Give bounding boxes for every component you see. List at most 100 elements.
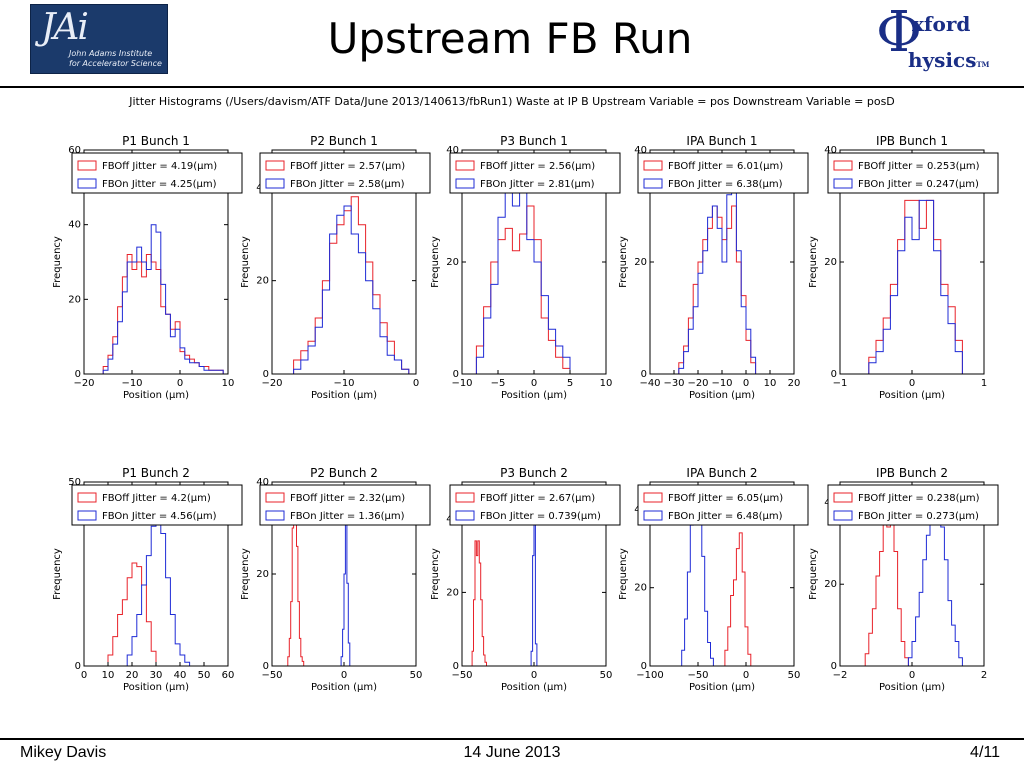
y-tick-label: 40 xyxy=(256,477,269,488)
legend-swatch-fboff xyxy=(455,160,475,171)
x-tick-label: −40 xyxy=(639,378,660,389)
legend-entry: FBOff Jitter = 0.253(μm) xyxy=(858,161,980,172)
x-tick-label: 20 xyxy=(126,670,139,681)
y-axis-label: Frequency xyxy=(618,548,629,600)
x-tick-label: 1 xyxy=(981,378,987,389)
plot-frame xyxy=(83,149,229,375)
x-axis-label: Position (μm) xyxy=(501,682,567,693)
chart-title: P3 Bunch 1 xyxy=(500,134,568,148)
y-axis-label: Frequency xyxy=(808,236,819,288)
x-tick-label: 0 xyxy=(531,670,537,681)
x-axis-label: Position (μm) xyxy=(311,390,377,401)
oxford-logo-physics: hysics xyxy=(908,48,977,72)
y-tick-label: 0 xyxy=(453,369,459,380)
x-axis-label: Position (μm) xyxy=(123,682,189,693)
legend-entry: FBOn Jitter = 0.273(μm) xyxy=(858,511,979,522)
header-divider xyxy=(0,86,1024,88)
chart-title: IPA Bunch 2 xyxy=(686,466,757,480)
x-tick-label: −10 xyxy=(333,378,354,389)
y-tick-label: 20 xyxy=(256,276,269,287)
figure-title: Jitter Histograms (/Users/davism/ATF Dat… xyxy=(129,95,895,108)
legend-box xyxy=(827,152,999,194)
x-tick-label: −50 xyxy=(451,670,472,681)
legend-swatch-fbon xyxy=(833,510,853,521)
legend-swatch-fboff xyxy=(265,160,285,171)
legend-swatch-fbon xyxy=(265,510,285,521)
fboff-histogram-line xyxy=(293,196,410,374)
x-tick-label: 0 xyxy=(743,670,749,681)
legend-swatch-fbon xyxy=(833,178,853,189)
x-axis-label: Position (μm) xyxy=(879,682,945,693)
y-tick-label: 20 xyxy=(256,569,269,580)
legend-box xyxy=(449,484,621,526)
x-tick-label: 50 xyxy=(788,670,801,681)
legend-entry: FBOn Jitter = 4.25(μm) xyxy=(102,179,217,190)
x-tick-label: −50 xyxy=(687,670,708,681)
x-tick-label: 2 xyxy=(981,670,987,681)
y-tick-label: 0 xyxy=(263,661,269,672)
y-tick-label: 40 xyxy=(824,145,837,156)
legend-entry: FBOn Jitter = 2.58(μm) xyxy=(290,179,405,190)
oxford-logo-line1: xford xyxy=(912,12,971,36)
legend-swatch-fbon xyxy=(77,510,97,521)
fbon-histogram-line xyxy=(678,183,757,374)
footer-author: Mikey Davis xyxy=(20,744,107,761)
legend-swatch-fbon xyxy=(265,178,285,189)
chart-title: IPB Bunch 2 xyxy=(876,466,948,480)
fboff-histogram-line xyxy=(678,205,757,374)
histogram-panel: −40 −30 −20 −10 0 10 20 0 20 40 IPA Bunch 1 Positio… xyxy=(618,134,809,401)
legend-swatch-fboff xyxy=(833,492,853,503)
y-tick-label: 40 xyxy=(634,145,647,156)
oxford-logo-tm: TM xyxy=(976,60,990,69)
x-tick-label: 0 xyxy=(81,670,87,681)
legend-entry: FBOff Jitter = 0.238(μm) xyxy=(858,493,980,504)
oxford-logo-line2: hysicsTM xyxy=(908,48,989,72)
x-tick-label: 50 xyxy=(410,670,423,681)
fboff-histogram-line xyxy=(724,532,752,666)
x-tick-label: −10 xyxy=(121,378,142,389)
fbon-histogram-line xyxy=(868,199,963,374)
jai-logo-mark: JAi xyxy=(41,7,89,48)
chart-title: P2 Bunch 1 xyxy=(310,134,378,148)
x-tick-label: 0 xyxy=(177,378,183,389)
chart-title: IPB Bunch 1 xyxy=(876,134,948,148)
legend-entry: FBOff Jitter = 4.19(μm) xyxy=(102,161,217,172)
x-tick-label: −2 xyxy=(833,670,848,681)
y-tick-label: 0 xyxy=(453,661,459,672)
legend-swatch-fboff xyxy=(455,492,475,503)
y-axis-label: Frequency xyxy=(52,548,63,600)
legend-entry: FBOff Jitter = 2.67(μm) xyxy=(480,493,595,504)
slide-title: Upstream FB Run xyxy=(327,14,693,63)
y-tick-label: 20 xyxy=(824,579,837,590)
x-tick-label: 50 xyxy=(600,670,613,681)
y-tick-label: 50 xyxy=(68,477,81,488)
y-tick-label: 0 xyxy=(831,369,837,380)
x-tick-label: −10 xyxy=(451,378,472,389)
fbon-histogram-line xyxy=(126,503,191,666)
chart-title: P2 Bunch 2 xyxy=(310,466,378,480)
y-tick-label: 60 xyxy=(68,145,81,156)
legend-swatch-fboff xyxy=(77,492,97,503)
legend-box xyxy=(637,484,809,526)
legend-entry: FBOff Jitter = 2.56(μm) xyxy=(480,161,595,172)
legend-entry: FBOn Jitter = 0.247(μm) xyxy=(858,179,979,190)
y-tick-label: 0 xyxy=(75,661,81,672)
legend-box xyxy=(71,484,243,526)
fbon-histogram-line xyxy=(293,205,410,374)
x-tick-label: 5 xyxy=(567,378,573,389)
x-tick-label: −20 xyxy=(261,378,282,389)
x-tick-label: −10 xyxy=(711,378,732,389)
y-axis-label: Frequency xyxy=(52,236,63,288)
x-tick-label: 0 xyxy=(531,378,537,389)
histogram-panel: −20 −10 0 10 0 20 40 60 P1 Bunch 1 Position (μm) F… xyxy=(52,134,243,401)
x-tick-label: 0 xyxy=(341,670,347,681)
legend-entry: FBOn Jitter = 4.56(μm) xyxy=(102,511,217,522)
x-tick-label: 30 xyxy=(150,670,163,681)
y-tick-label: 0 xyxy=(75,369,81,380)
legend-entry: FBOn Jitter = 6.38(μm) xyxy=(668,179,783,190)
